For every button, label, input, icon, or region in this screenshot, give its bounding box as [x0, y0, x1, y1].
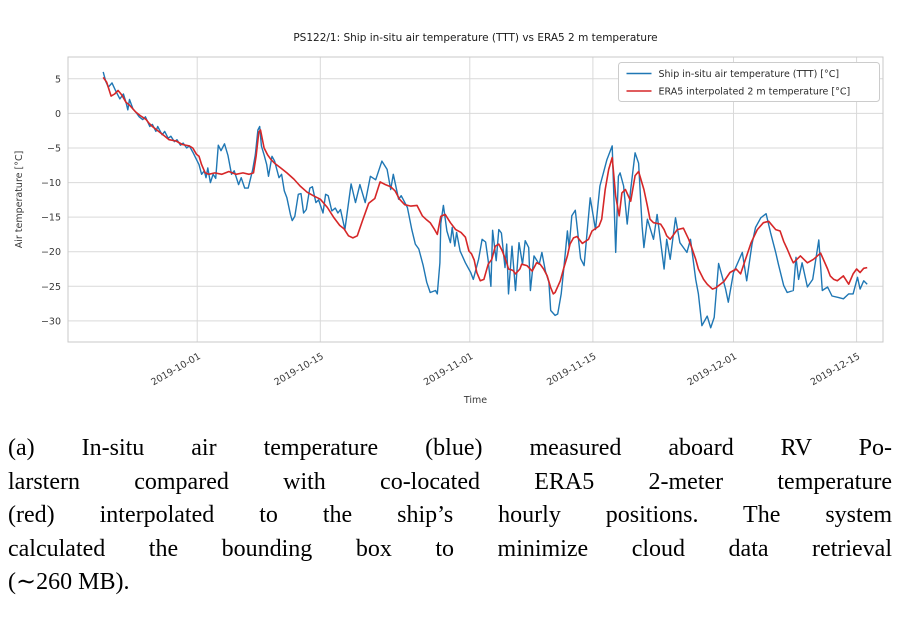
- caption-line: (red) interpolated to the ship’s hourly …: [8, 502, 892, 528]
- y-tick-label: −5: [47, 144, 61, 155]
- x-axis-label: Time: [463, 395, 487, 406]
- x-tick-label: 2019-11-01: [422, 351, 475, 388]
- x-tick-label: 2019-12-01: [686, 351, 739, 388]
- plot-border: [67, 56, 884, 343]
- series-line-ship: [102, 71, 868, 329]
- caption-line: (a) In-situ air temperature (blue) measu…: [8, 435, 892, 461]
- caption-line: calculated the bounding box to minimize …: [8, 535, 892, 562]
- y-tick-label: −30: [41, 316, 61, 327]
- y-tick-label: −10: [41, 178, 61, 189]
- temperature-chart: PS122/1: Ship in-situ air temperature (T…: [14, 32, 884, 406]
- x-tick-label: 2019-11-15: [545, 351, 598, 388]
- series-line-era5: [102, 76, 868, 295]
- x-tick-label: 2019-10-15: [272, 351, 325, 388]
- legend-entry-label: ERA5 interpolated 2 m temperature [°C]: [659, 86, 851, 97]
- caption-line: (∼260 MB).: [8, 569, 130, 595]
- y-axis-label: Air temperature [°C]: [14, 151, 25, 249]
- x-tick-label: 2019-12-15: [809, 351, 862, 388]
- y-tick-label: −15: [41, 213, 61, 224]
- chart-title: PS122/1: Ship in-situ air temperature (T…: [293, 32, 657, 44]
- figure-caption: (a) In-situ air temperature (blue) measu…: [8, 432, 892, 600]
- caption-line: larstern compared with co-located ERA5 2…: [8, 468, 892, 495]
- y-tick-label: 5: [55, 74, 61, 85]
- chart-canvas: PS122/1: Ship in-situ air temperature (T…: [14, 32, 884, 406]
- x-tick-label: 2019-10-01: [149, 351, 202, 388]
- legend-entry-label: Ship in-situ air temperature (TTT) [°C]: [659, 69, 840, 80]
- legend-box: [618, 62, 880, 102]
- y-tick-label: −20: [41, 247, 61, 258]
- y-tick-label: −25: [41, 282, 61, 293]
- y-tick-label: 0: [55, 109, 61, 120]
